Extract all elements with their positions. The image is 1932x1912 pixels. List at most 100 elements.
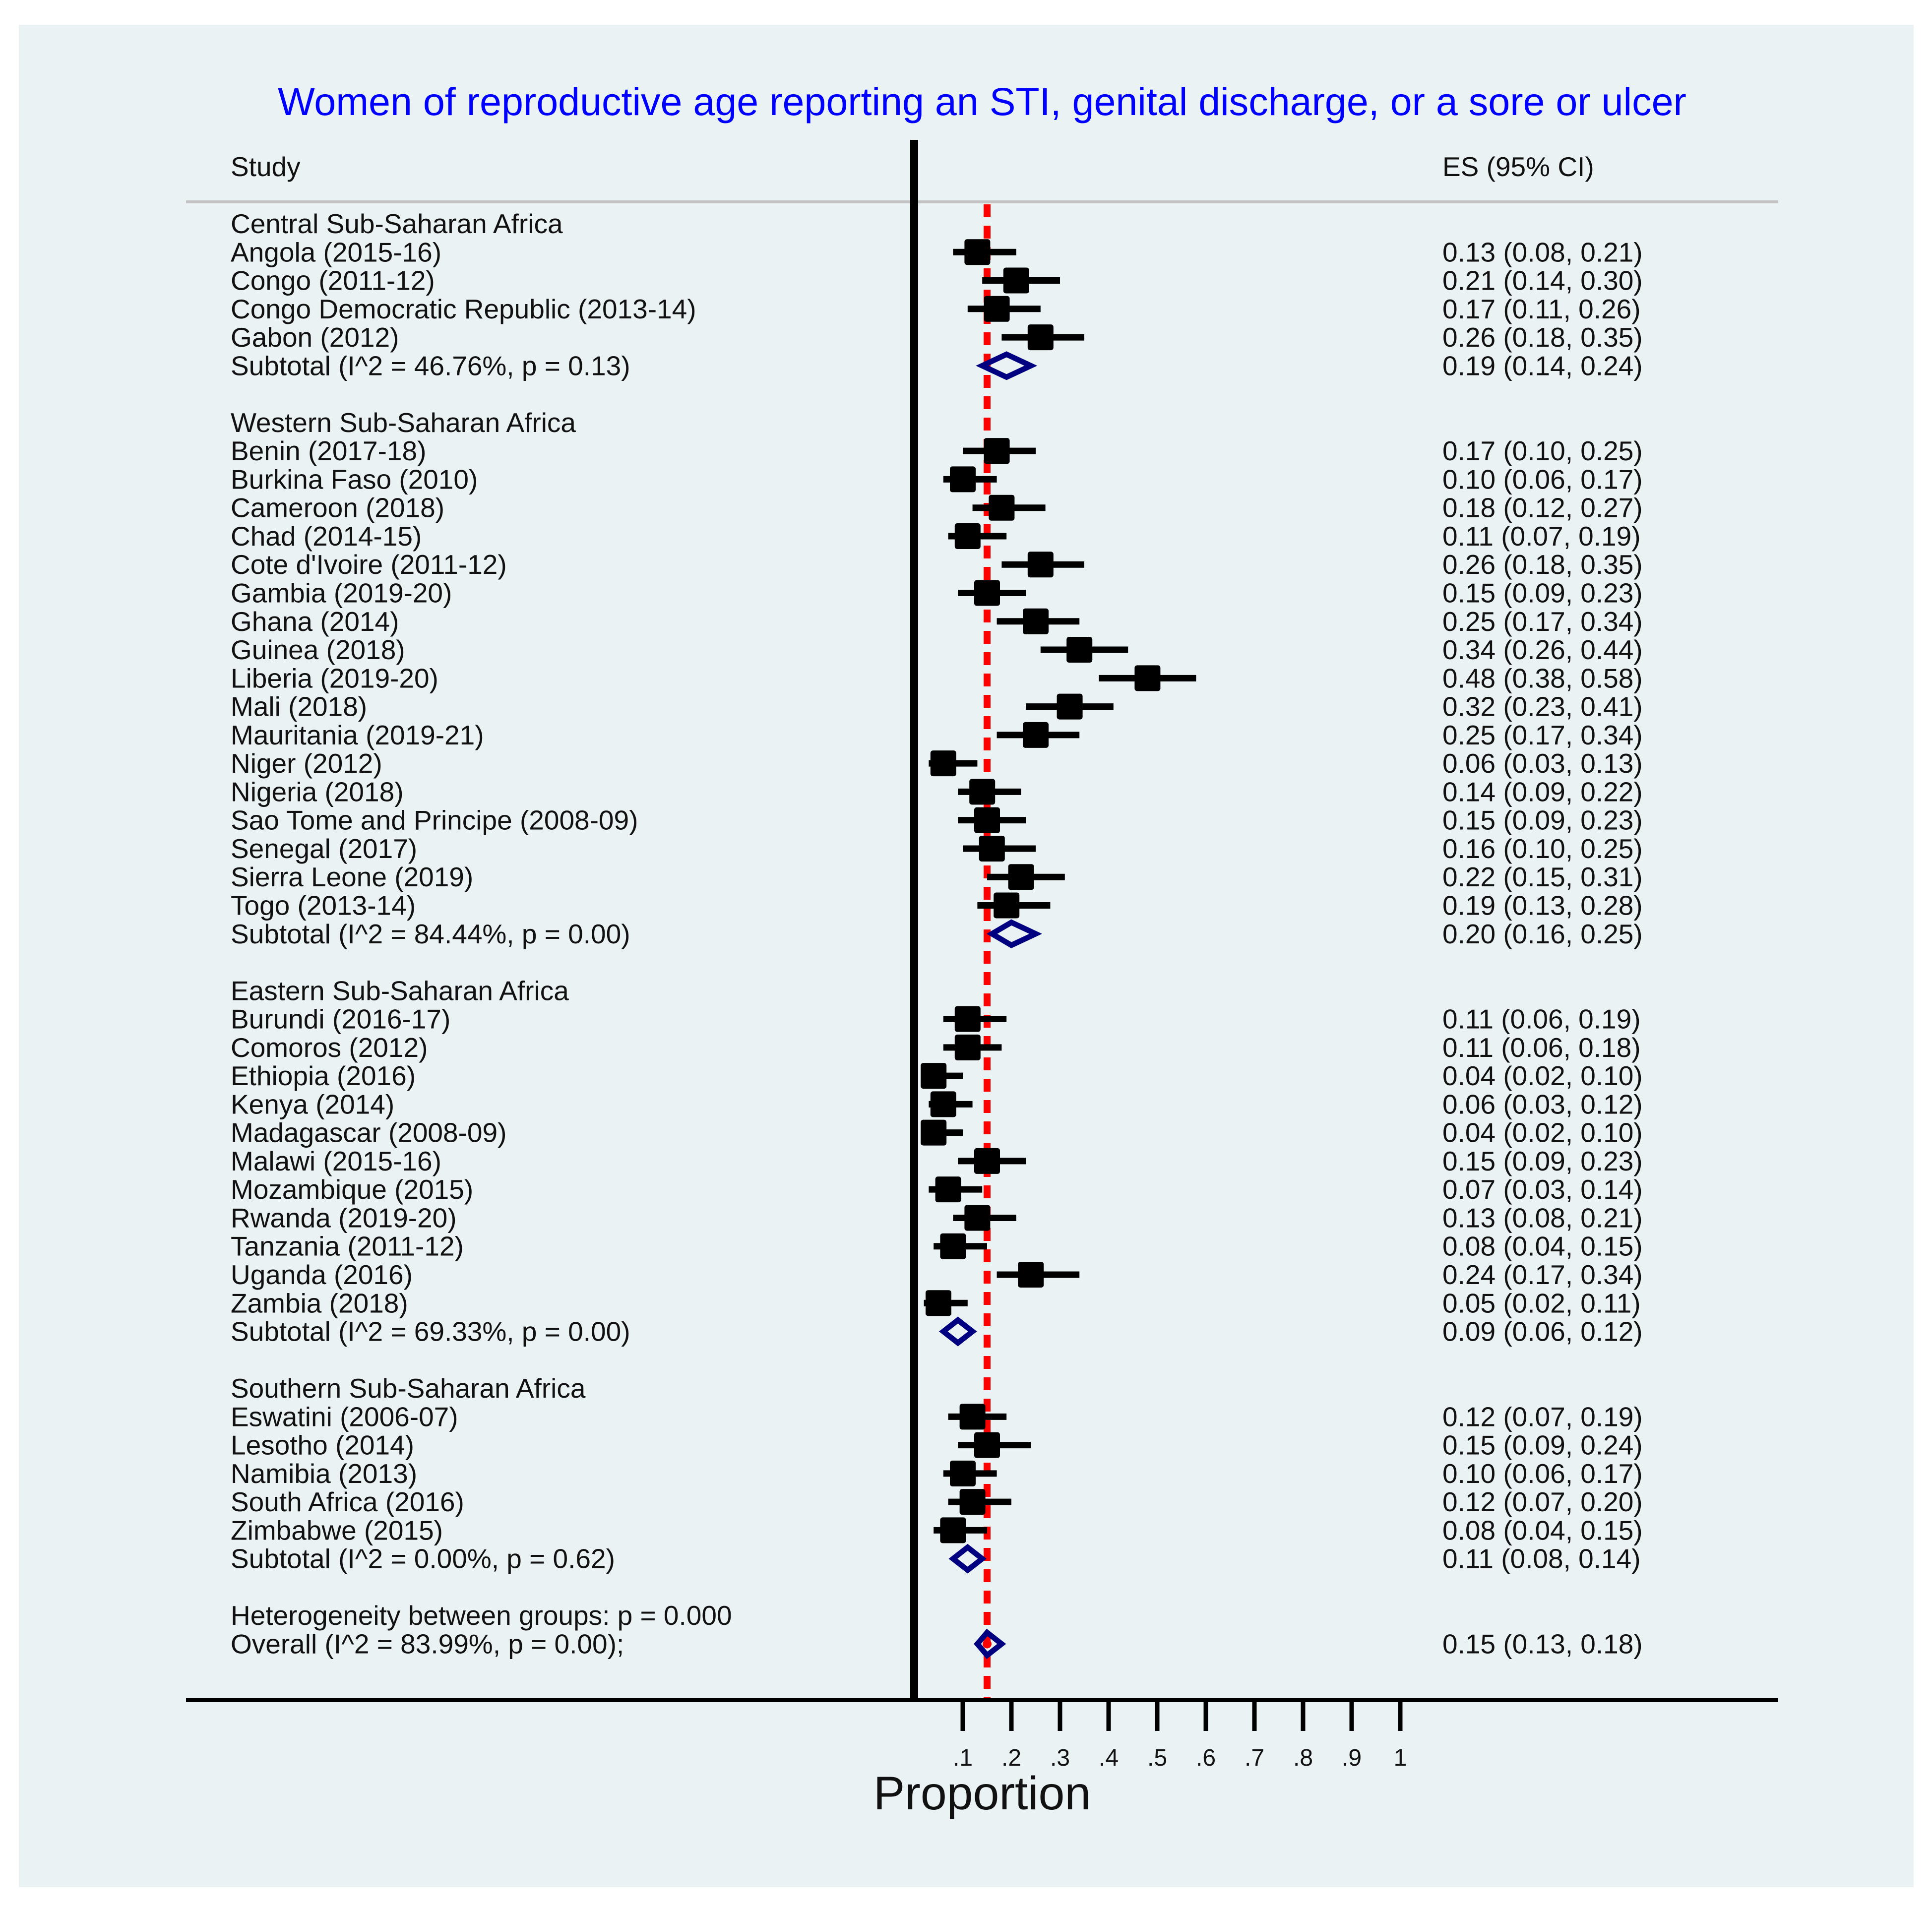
effect-marker: [974, 580, 1000, 606]
effect-marker: [940, 1517, 966, 1543]
es-text: 0.26 (0.18, 0.35): [1442, 322, 1643, 353]
effect-marker: [979, 835, 1005, 862]
group-header: Western Sub-Saharan Africa: [231, 407, 576, 438]
x-tick-label: .6: [1196, 1745, 1216, 1771]
study-label: Nigeria (2018): [231, 776, 404, 807]
subtotal-label: Subtotal (I^2 = 0.00%, p = 0.62): [231, 1543, 615, 1574]
es-text: 0.14 (0.09, 0.22): [1442, 776, 1643, 807]
es-text: 0.21 (0.14, 0.30): [1442, 265, 1643, 296]
plot-panel: [19, 25, 1914, 1887]
es-text: 0.19 (0.13, 0.28): [1442, 890, 1643, 921]
effect-marker: [921, 1119, 947, 1146]
subtotal-label: Subtotal (I^2 = 69.33%, p = 0.00): [231, 1316, 630, 1347]
study-label: Zimbabwe (2015): [231, 1515, 443, 1545]
es-text: 0.04 (0.02, 0.10): [1442, 1117, 1643, 1148]
study-label: Uganda (2016): [231, 1259, 413, 1290]
x-tick-label: .7: [1245, 1745, 1264, 1771]
x-axis: .1 .2 .3 .4 .5 .6 .7 .8 .9 1: [186, 1698, 1778, 1771]
es-text: 0.07 (0.03, 0.14): [1442, 1174, 1643, 1205]
study-label: Mauritania (2019-21): [231, 720, 484, 750]
es-text: 0.32 (0.23, 0.41): [1442, 691, 1643, 722]
es-text: 0.24 (0.17, 0.34): [1442, 1259, 1643, 1290]
es-text: 0.04 (0.02, 0.10): [1442, 1060, 1643, 1091]
study-label: Malawi (2015-16): [231, 1146, 441, 1176]
es-text: 0.25 (0.17, 0.34): [1442, 606, 1643, 637]
es-text: 0.06 (0.03, 0.12): [1442, 1089, 1643, 1119]
es-text: 0.11 (0.07, 0.19): [1442, 521, 1641, 552]
es-text: 0.11 (0.08, 0.14): [1442, 1543, 1641, 1574]
study-label: Sao Tome and Principe (2008-09): [231, 805, 638, 836]
study-label: Angola (2015-16): [231, 237, 441, 267]
study-label: Chad (2014-15): [231, 521, 422, 552]
effect-marker: [1003, 267, 1029, 294]
study-label: Togo (2013-14): [231, 890, 416, 921]
effect-marker: [984, 296, 1010, 322]
es-text: 0.08 (0.04, 0.15): [1442, 1515, 1643, 1545]
overall-label: Overall (I^2 = 83.99%, p = 0.00);: [231, 1629, 624, 1660]
effect-marker: [994, 892, 1020, 919]
es-text: 0.20 (0.16, 0.25): [1442, 919, 1643, 949]
overall-diamond: [974, 1628, 1006, 1660]
study-label: Namibia (2013): [231, 1458, 417, 1489]
effect-marker: [1134, 665, 1161, 691]
es-text: 0.19 (0.14, 0.24): [1442, 350, 1643, 381]
es-text: 0.10 (0.06, 0.17): [1442, 464, 1643, 494]
subtotal-diamond: [948, 1543, 987, 1574]
study-label: South Africa (2016): [231, 1486, 464, 1517]
study-label: Senegal (2017): [231, 833, 417, 864]
subtotal-label: Subtotal (I^2 = 84.44%, p = 0.00): [231, 919, 630, 949]
es-text: 0.34 (0.26, 0.44): [1442, 634, 1643, 665]
es-text: 0.08 (0.04, 0.15): [1442, 1231, 1643, 1262]
subtotal-label: Subtotal (I^2 = 46.76%, p = 0.13): [231, 350, 630, 381]
effect-marker: [950, 1460, 976, 1486]
note-label: Heterogeneity between groups: p = 0.000: [231, 1600, 732, 1631]
study-label: Cameroon (2018): [231, 493, 444, 523]
study-label: Guinea (2018): [231, 634, 405, 665]
study-label: Gabon (2012): [231, 322, 399, 353]
x-tick-label: .4: [1099, 1745, 1119, 1771]
chart-title: Women of reproductive age reporting an S…: [278, 79, 1686, 123]
es-text: 0.17 (0.11, 0.26): [1442, 294, 1641, 324]
study-label: Cote d'Ivoire (2011-12): [231, 549, 507, 580]
subtotal-diamond: [986, 919, 1042, 948]
es-text: 0.15 (0.09, 0.24): [1442, 1430, 1643, 1461]
effect-marker: [921, 1063, 947, 1089]
effect-marker: [1018, 1261, 1044, 1288]
es-text: 0.15 (0.09, 0.23): [1442, 1146, 1643, 1176]
effect-marker: [969, 779, 996, 805]
es-text: 0.10 (0.06, 0.17): [1442, 1458, 1643, 1489]
effect-marker: [974, 1432, 1000, 1458]
es-text: 0.48 (0.38, 0.58): [1442, 663, 1643, 693]
x-tick-label: 1: [1394, 1745, 1407, 1771]
overall-point: [983, 1639, 992, 1649]
es-text: 0.25 (0.17, 0.34): [1442, 720, 1643, 750]
effect-marker: [954, 1034, 981, 1060]
effect-marker: [989, 494, 1015, 521]
x-tick-label: .3: [1050, 1745, 1070, 1771]
es-text: 0.12 (0.07, 0.20): [1442, 1486, 1643, 1517]
study-label: Zambia (2018): [231, 1288, 408, 1318]
effect-marker: [930, 1091, 956, 1117]
column-header-study: Study: [231, 151, 301, 182]
es-text: 0.05 (0.02, 0.11): [1442, 1288, 1641, 1318]
effect-marker: [1023, 722, 1049, 748]
study-label: Sierra Leone (2019): [231, 862, 473, 892]
effect-marker: [959, 1404, 986, 1430]
effect-marker: [1027, 552, 1054, 578]
study-label: Benin (2017-18): [231, 435, 426, 466]
effect-marker: [1008, 864, 1034, 890]
effect-marker: [1057, 693, 1083, 720]
es-text: 0.17 (0.10, 0.25): [1442, 435, 1643, 466]
study-label: Mali (2018): [231, 691, 367, 722]
study-label: Burkina Faso (2010): [231, 464, 478, 494]
group-header: Central Sub-Saharan Africa: [231, 208, 563, 239]
es-text: 0.15 (0.13, 0.18): [1442, 1629, 1643, 1660]
study-label: Lesotho (2014): [231, 1430, 414, 1461]
study-label: Congo Democratic Republic (2013-14): [231, 294, 696, 324]
es-text: 0.12 (0.07, 0.19): [1442, 1401, 1643, 1432]
es-text: 0.11 (0.06, 0.19): [1442, 1004, 1641, 1035]
study-label: Tanzania (2011-12): [231, 1231, 464, 1262]
effect-marker: [926, 1290, 951, 1316]
es-text: 0.16 (0.10, 0.25): [1442, 833, 1643, 864]
